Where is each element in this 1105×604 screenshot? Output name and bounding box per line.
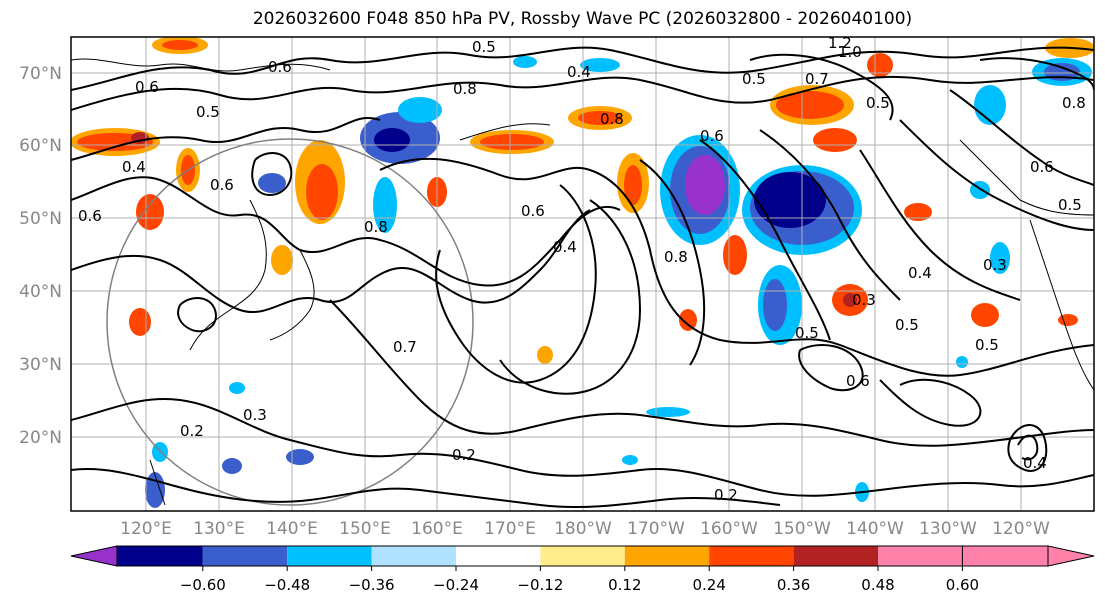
lon-label: 120°W [992, 519, 1050, 539]
coastlines [71, 58, 1094, 506]
contour-label: 0.8 [1062, 94, 1086, 112]
contour-label: 1.0 [838, 43, 862, 61]
contour-label: 0.8 [600, 110, 624, 128]
contour-label: 0.4 [553, 238, 577, 256]
lat-label: 70°N [19, 64, 62, 84]
contour-label: 0.4 [908, 264, 932, 282]
map-frame [70, 36, 1095, 512]
lon-label: 160°E [411, 519, 463, 539]
contour-label: 0.5 [472, 38, 496, 56]
contour-label: 0.8 [664, 248, 688, 266]
contour-label: 0.6 [78, 207, 102, 225]
lon-label: 170°E [484, 519, 536, 539]
colorbar-segment [202, 546, 288, 566]
contour-label: 0.5 [196, 103, 220, 121]
contour-label: 0.6 [135, 78, 159, 96]
lat-label: 30°N [19, 355, 62, 375]
contour-label: 0.2 [452, 446, 476, 464]
lon-label: 170°W [627, 519, 685, 539]
colorbar-tick: −0.24 [433, 576, 479, 594]
contour-label: 0.8 [453, 80, 477, 98]
contour-label: 0.6 [521, 202, 545, 220]
contour-label: 1.2 [828, 34, 852, 52]
colorbar: −0.60 −0.48 −0.36 −0.24 −0.12 0.12 0.24 … [70, 545, 1095, 594]
lon-label: 180°W [554, 519, 612, 539]
contour-label: 0.5 [795, 324, 819, 342]
contour-label: 0.5 [1058, 196, 1082, 214]
contour-label: 0.5 [866, 94, 890, 112]
colorbar-segment [117, 546, 203, 566]
lon-label: 150°E [339, 519, 391, 539]
contour-label: 0.6 [210, 176, 234, 194]
map-plot-area: 0.5 0.4 1.2 1.0 0.8 0.6 0.7 0.8 0.5 0.5 … [71, 34, 1094, 511]
map-title: 2026032600 F048 850 hPa PV, Rossby Wave … [252, 9, 913, 29]
colorbar-segment [793, 546, 878, 566]
colorbar-tick: −0.36 [349, 576, 395, 594]
contour-labels: 0.5 0.4 1.2 1.0 0.8 0.6 0.7 0.8 0.5 0.5 … [78, 34, 1086, 504]
lon-label: 120°E [120, 519, 172, 539]
contour-label: 0.8 [364, 218, 388, 236]
contour-label: 0.2 [180, 422, 204, 440]
lat-label: 20°N [19, 428, 62, 448]
lon-label: 150°W [773, 519, 831, 539]
colorbar-tick: −0.60 [180, 576, 226, 594]
longitude-labels: 120°E 130°E 140°E 150°E 160°E 170°E 180°… [120, 519, 1050, 539]
colorbar-ticks: −0.60 −0.48 −0.36 −0.24 −0.12 0.12 0.24 … [180, 576, 979, 594]
colorbar-tick: 0.36 [777, 576, 810, 594]
contour-label: 0.4 [567, 63, 591, 81]
colorbar-segment [540, 546, 625, 566]
colorbar-segment [709, 546, 794, 566]
lon-label: 140°W [846, 519, 904, 539]
colorbar-tick: 0.48 [861, 576, 894, 594]
colorbar-tick: 0.24 [692, 576, 725, 594]
colorbar-segment [371, 546, 456, 566]
lon-label: 160°W [700, 519, 758, 539]
colorbar-tick: −0.48 [264, 576, 310, 594]
contour-label: 0.6 [700, 127, 724, 145]
colorbar-segment [878, 546, 963, 566]
contour-label: 0.4 [122, 158, 146, 176]
lat-label: 40°N [19, 282, 62, 302]
contour-label: 0.3 [852, 291, 876, 309]
contour-label: 0.6 [1030, 158, 1054, 176]
contour-label: 0.5 [742, 70, 766, 88]
contour-label: 0.6 [268, 58, 292, 76]
colorbar-segment [287, 546, 372, 566]
lat-label: 50°N [19, 209, 62, 229]
colorbar-left-extend [70, 545, 118, 567]
colorbar-right-extend [961, 545, 1095, 567]
lon-label: 140°E [266, 519, 318, 539]
pv-contours [71, 46, 1094, 509]
colorbar-tick: 0.60 [946, 576, 979, 594]
contour-label: 0.5 [975, 336, 999, 354]
contour-label: 0.6 [846, 372, 870, 390]
lon-label: 130°E [193, 519, 245, 539]
colorbar-tick: −0.12 [517, 576, 563, 594]
lon-label: 130°W [919, 519, 977, 539]
contour-label: 0.3 [983, 256, 1007, 274]
colorbar-segment [624, 546, 710, 566]
colorbar-segment [456, 546, 541, 566]
contour-label: 0.3 [243, 406, 267, 424]
contour-label: 0.5 [895, 316, 919, 334]
contour-label: 0.2 [714, 486, 738, 504]
range-circle [106, 138, 474, 506]
latitude-labels: 70°N 60°N 50°N 40°N 30°N 20°N [19, 64, 62, 448]
lat-label: 60°N [19, 136, 62, 156]
contour-label: 0.4 [1023, 454, 1047, 472]
colorbar-tick: 0.12 [608, 576, 641, 594]
contour-label: 0.7 [805, 70, 829, 88]
contour-label: 0.7 [393, 338, 417, 356]
